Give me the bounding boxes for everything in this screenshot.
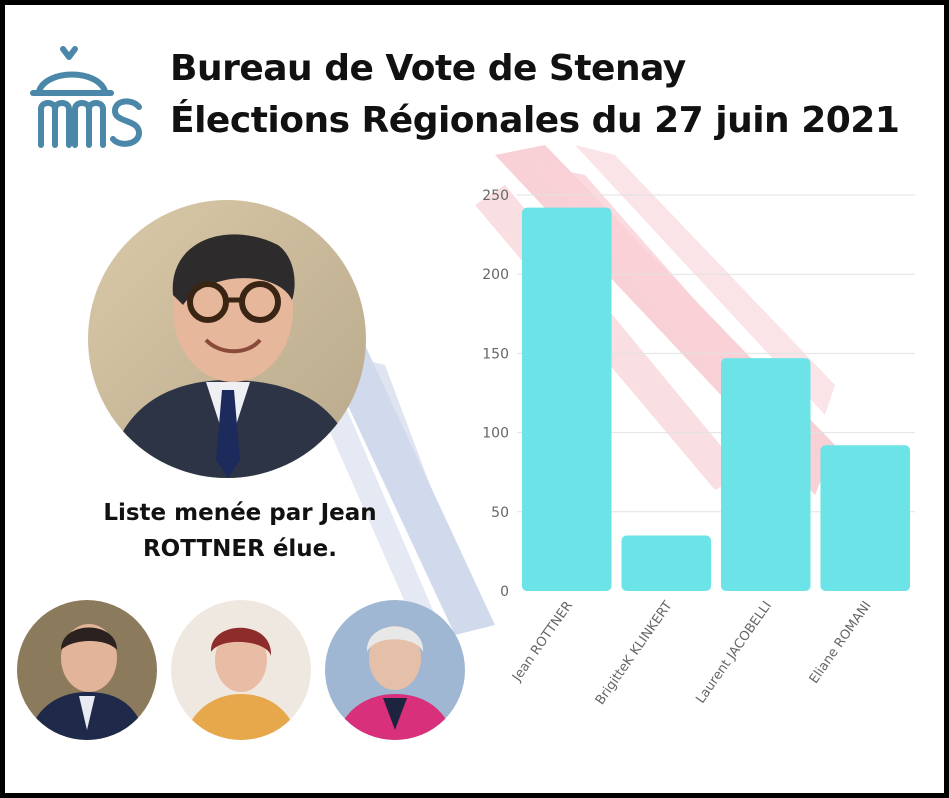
caption-line-2: ROTTNER élue.: [142, 536, 338, 562]
candidate-portrait-2: [171, 600, 311, 740]
y-tick-label: 150: [482, 346, 509, 362]
y-tick-label: 250: [482, 188, 509, 204]
bar: [820, 445, 911, 591]
y-tick-label: 50: [491, 505, 509, 521]
x-tick-label: Laurent JACOBELLI: [693, 599, 775, 707]
candidate-portrait-main: [88, 200, 366, 478]
x-tick-label: Jean ROTTNER: [509, 599, 576, 685]
bar: [521, 207, 612, 591]
x-tick-label: Eliane ROMANI: [807, 599, 875, 687]
candidate-portrait-3: [325, 600, 465, 740]
x-tick-label: BrigitteK KLINKERT: [593, 599, 676, 708]
y-tick-label: 0: [500, 584, 509, 600]
bar: [621, 535, 712, 591]
blue-brush-stroke: [305, 335, 495, 635]
title-line-1: Bureau de Vote de Stenay: [170, 48, 686, 89]
votes-bar-chart: 0 50 100 150 200 250 Jean ROTTNER BrigitteK KLI…: [482, 188, 915, 708]
y-tick-label: 200: [482, 267, 509, 283]
caption-line-1: Liste menée par Jean: [103, 500, 377, 526]
page-title: Bureau de Vote de Stenay Élections Régio…: [170, 43, 900, 147]
result-caption: Liste menée par Jean ROTTNER élue.: [65, 495, 415, 567]
stenay-logo: [30, 46, 142, 148]
bar: [720, 358, 811, 591]
y-tick-label: 100: [482, 426, 509, 442]
title-line-2: Élections Régionales du 27 juin 2021: [170, 100, 900, 141]
candidate-portrait-1: [17, 600, 157, 740]
